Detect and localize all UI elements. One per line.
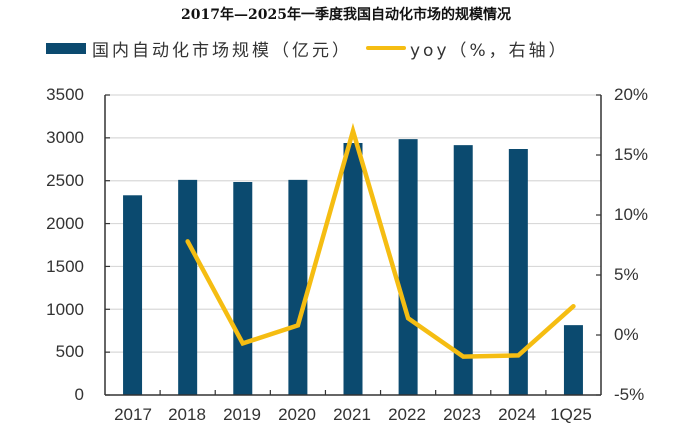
legend: 国内自动化市场规模（亿元） yoy（%，右轴） (46, 36, 569, 61)
bar (123, 195, 143, 395)
y-tick-right: 0% (614, 325, 639, 344)
y-tick-left: 2500 (46, 171, 84, 190)
y-tick-right: 15% (614, 145, 649, 164)
x-tick: 2017 (114, 405, 152, 424)
x-tick: 2024 (498, 405, 536, 424)
bar (233, 182, 253, 395)
bar (343, 143, 363, 395)
y-tick-left: 3500 (46, 85, 84, 104)
legend-bar-label: 国内自动化市场规模（亿元） (92, 40, 352, 61)
y-tick-left: 1500 (46, 257, 84, 276)
yoy-line (185, 122, 576, 359)
bar (178, 179, 198, 395)
y-tick-left: 0 (74, 385, 84, 404)
legend-line-swatch (366, 46, 406, 50)
bar (453, 145, 473, 395)
x-tick: 2021 (333, 405, 371, 424)
x-tick: 1Q25 (550, 405, 592, 424)
x-tick: 2019 (223, 405, 261, 424)
y-tick-right: 10% (614, 205, 649, 224)
legend-line-label: yoy（%，右轴） (410, 40, 569, 61)
y-tick-left: 500 (55, 342, 84, 361)
axes (104, 94, 602, 396)
x-tick: 2020 (278, 405, 316, 424)
y-tick-right: -5% (614, 385, 645, 404)
x-tick: 2018 (168, 405, 206, 424)
y-tick-right: 20% (614, 85, 649, 104)
bar (563, 325, 583, 395)
x-tick: 2023 (443, 405, 481, 424)
x-tick: 2022 (388, 405, 426, 424)
y-tick-left: 1000 (46, 300, 84, 319)
y-tick-right: 5% (614, 265, 639, 284)
bar (508, 149, 528, 395)
bar-series (123, 139, 583, 395)
y-tick-left: 2000 (46, 214, 84, 233)
legend-bar-swatch (46, 42, 86, 54)
bar (398, 139, 418, 395)
chart-title: 2017年—2025年一季度我国自动化市场的规模情况 (181, 7, 511, 23)
y-tick-left: 3000 (46, 128, 84, 147)
bar (288, 179, 308, 395)
